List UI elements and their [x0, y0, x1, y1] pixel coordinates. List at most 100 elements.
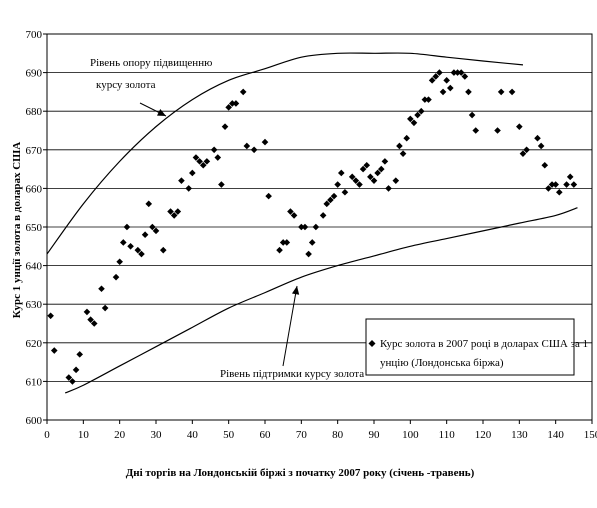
data-point — [523, 146, 530, 154]
y-tick-label: 670 — [26, 145, 43, 157]
data-point — [450, 69, 458, 76]
data-point — [229, 100, 236, 107]
data-point — [123, 223, 131, 231]
resistance-annotation-line2: курсу золота — [96, 79, 156, 91]
x-tick-label: 50 — [223, 429, 235, 441]
x-tick-label: 100 — [402, 429, 419, 441]
data-point — [312, 223, 320, 231]
data-point — [127, 243, 134, 250]
data-point — [472, 127, 480, 134]
trend-lines — [46, 52, 578, 394]
x-tick-label: 120 — [475, 429, 492, 441]
data-point — [214, 154, 222, 161]
data-point — [399, 150, 407, 157]
y-tick-label: 700 — [26, 29, 43, 41]
data-point — [374, 169, 381, 177]
data-point — [112, 273, 120, 281]
data-point — [189, 169, 196, 177]
data-point — [159, 246, 167, 254]
data-point — [145, 200, 153, 208]
data-point — [167, 208, 174, 215]
data-point — [178, 177, 185, 184]
data-point — [101, 304, 109, 312]
support-trend-line — [64, 207, 578, 394]
data-point — [225, 104, 232, 111]
y-tick-label: 680 — [26, 106, 43, 118]
data-point — [283, 239, 291, 246]
data-point — [276, 246, 283, 254]
support-arrow-head — [291, 286, 300, 295]
data-point — [301, 223, 309, 231]
data-point — [556, 188, 563, 196]
x-tick-labels: 0 10 20 30 40 50 60 70 80 90 100 110 120 130 140 150 — [44, 429, 597, 441]
data-point — [468, 111, 476, 119]
data-point — [298, 223, 305, 231]
data-point — [261, 138, 269, 146]
data-point — [203, 158, 211, 165]
data-point — [138, 250, 145, 258]
data-point — [417, 107, 425, 115]
x-tick-label: 150 — [584, 429, 597, 441]
data-point — [545, 185, 552, 192]
data-point — [548, 181, 556, 188]
y-axis-label: Курс 1 унції золота в доларах США — [11, 142, 23, 318]
data-point — [218, 181, 225, 188]
data-point — [149, 223, 156, 231]
data-point — [370, 177, 378, 184]
data-point — [421, 96, 429, 103]
data-point — [76, 351, 83, 358]
data-point — [305, 250, 312, 258]
data-point — [443, 77, 450, 84]
x-tick-label: 0 — [44, 429, 50, 441]
data-point — [265, 192, 272, 200]
data-point — [327, 196, 334, 204]
x-tick-label: 130 — [511, 429, 528, 441]
y-tick-label: 600 — [26, 415, 43, 427]
data-point — [199, 161, 207, 169]
x-tick-label: 40 — [187, 429, 199, 441]
data-point — [232, 100, 240, 107]
y-tick-label: 650 — [26, 222, 43, 234]
data-point — [541, 161, 549, 169]
resistance-trend-line — [46, 52, 524, 255]
data-point — [185, 185, 192, 192]
resistance-arrow-head — [157, 109, 166, 116]
data-point — [508, 88, 516, 96]
y-tick-label: 630 — [26, 299, 43, 311]
data-point — [152, 227, 160, 235]
data-point — [552, 181, 559, 188]
y-tick-label: 690 — [26, 68, 43, 80]
legend-label-line1: Курс золота в 2007 році в доларах США за… — [380, 338, 588, 350]
data-point — [436, 69, 443, 76]
data-point — [170, 212, 178, 219]
data-point — [83, 308, 91, 316]
x-tick-label: 10 — [78, 429, 90, 441]
data-point — [570, 181, 578, 188]
data-point — [239, 88, 247, 96]
data-point — [494, 127, 501, 134]
support-arrow — [282, 285, 298, 367]
x-tick-label: 140 — [547, 429, 564, 441]
data-point — [308, 239, 316, 246]
data-point — [120, 239, 127, 246]
data-point — [497, 88, 505, 96]
data-point — [359, 165, 367, 173]
data-point — [407, 115, 414, 123]
data-point — [72, 366, 80, 374]
data-points — [47, 69, 578, 385]
data-point — [381, 158, 389, 165]
data-point — [338, 169, 345, 177]
data-point — [432, 73, 440, 80]
data-point — [410, 119, 418, 127]
data-point — [243, 142, 251, 150]
data-point — [341, 188, 349, 196]
x-tick-label: 60 — [260, 429, 272, 441]
data-point — [87, 316, 94, 323]
data-point — [69, 378, 76, 385]
data-point — [425, 96, 432, 103]
data-point — [367, 173, 374, 181]
x-tick-label: 90 — [369, 429, 381, 441]
data-point — [98, 285, 105, 293]
data-point — [428, 77, 436, 84]
